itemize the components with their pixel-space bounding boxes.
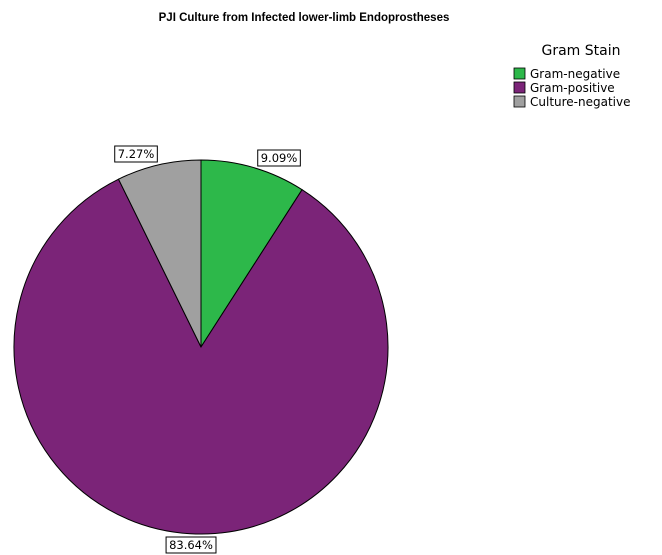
- legend: Gram Stain Gram-negativeGram-positiveCul…: [514, 43, 631, 109]
- legend-label-gram-positive: Gram-positive: [530, 81, 615, 95]
- legend-label-culture-negative: Culture-negative: [530, 95, 631, 109]
- data-label-gram-positive: 83.64%: [166, 537, 216, 553]
- legend-swatch-gram-negative: [514, 68, 525, 79]
- data-label-text: 83.64%: [169, 538, 213, 552]
- data-label-gram-negative: 9.09%: [258, 150, 301, 166]
- legend-label-gram-negative: Gram-negative: [530, 67, 620, 81]
- data-label-culture-negative: 7.27%: [115, 146, 158, 162]
- legend-title: Gram Stain: [542, 43, 621, 59]
- chart-title: PJI Culture from Infected lower-limb End…: [159, 12, 450, 24]
- data-label-text: 9.09%: [261, 151, 298, 165]
- legend-swatch-culture-negative: [514, 96, 525, 107]
- data-label-text: 7.27%: [118, 147, 155, 161]
- pie-slices: [14, 160, 388, 534]
- legend-swatch-gram-positive: [514, 82, 525, 93]
